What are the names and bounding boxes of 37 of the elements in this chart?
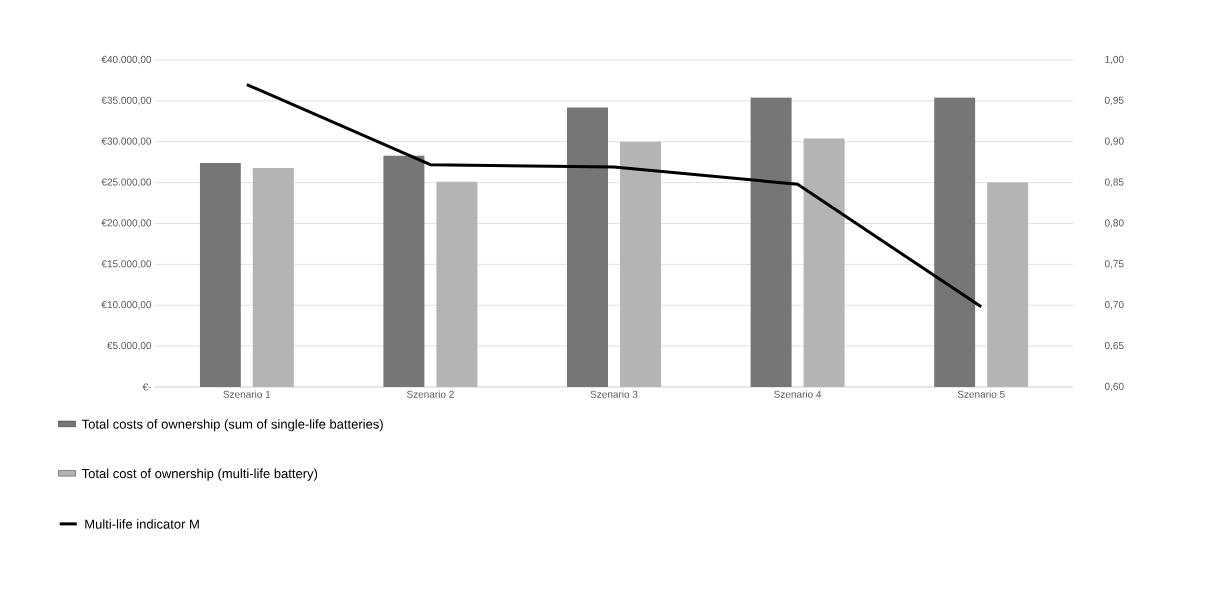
y2-tick-label: 0,60 bbox=[1104, 382, 1124, 392]
y2-tick-label: 0,80 bbox=[1104, 219, 1124, 228]
y2-tick-label: 0,85 bbox=[1104, 178, 1124, 187]
y-tick-label: €35.000,00 bbox=[101, 96, 152, 105]
bar bbox=[199, 163, 241, 387]
y2-tick-label: 0,75 bbox=[1104, 260, 1124, 269]
bar bbox=[620, 141, 662, 387]
x-tick-label: Szenario 5 bbox=[957, 390, 1005, 398]
bar bbox=[567, 107, 609, 387]
bar bbox=[436, 181, 478, 387]
line-series bbox=[245, 83, 983, 309]
y-tick-label: €40.000,00 bbox=[101, 55, 152, 65]
x-tick-label: Szenario 3 bbox=[590, 390, 638, 398]
y2-tick-label: 0,95 bbox=[1104, 96, 1124, 105]
y-tick-label: €5.000,00 bbox=[107, 341, 152, 351]
bar bbox=[750, 97, 792, 387]
bar bbox=[934, 97, 976, 387]
y-tick-label: €- bbox=[142, 383, 152, 391]
legend-label: Multi-life indicator M bbox=[85, 519, 199, 529]
y-tick-label: €15.000,00 bbox=[101, 260, 152, 269]
y-tick-label: €25.000,00 bbox=[101, 178, 152, 187]
y-tick-label: €30.000,00 bbox=[101, 137, 152, 146]
x-tick-label: Szenario 1 bbox=[223, 390, 271, 398]
legend-label: Total cost of ownership (multi-life battery) bbox=[81, 468, 318, 481]
y-tick-label: €20.000,00 bbox=[101, 219, 152, 228]
y-tick-label: €10.000,00 bbox=[101, 301, 152, 310]
bar bbox=[987, 182, 1029, 387]
bar bbox=[803, 138, 845, 387]
y2-tick-label: 0,70 bbox=[1104, 301, 1124, 310]
bar bbox=[252, 167, 294, 387]
y2-tick-label: 0,90 bbox=[1104, 137, 1124, 146]
x-tick-label: Szenario 4 bbox=[774, 390, 822, 398]
y2-tick-label: 1,00 bbox=[1105, 55, 1124, 65]
y2-tick-label: 0,65 bbox=[1104, 341, 1124, 351]
x-tick-label: Szenario 2 bbox=[406, 390, 454, 398]
legend-label: Total costs of ownership (sum of single-life batteries) bbox=[81, 419, 383, 432]
bar bbox=[383, 155, 425, 387]
